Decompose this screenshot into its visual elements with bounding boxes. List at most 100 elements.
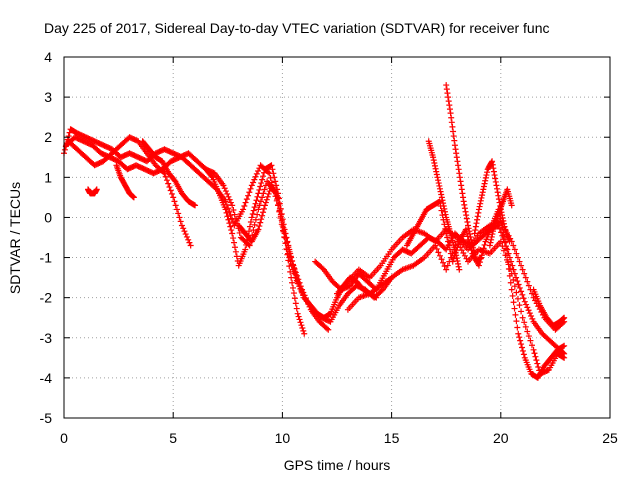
data-point [444, 90, 451, 97]
data-point [513, 289, 520, 296]
data-point [482, 174, 489, 181]
data-point [269, 166, 276, 173]
data-point [220, 182, 227, 189]
data-point [256, 186, 263, 193]
data-point [183, 233, 190, 240]
series-trace-8 [235, 182, 308, 337]
data-point [175, 210, 182, 217]
data-point [283, 245, 290, 252]
data-point [295, 313, 302, 320]
axis-ticks: 0 5 10 15 20 25 -5 -4 -3 -2 -1 0 1 2 3 4 [40, 49, 618, 446]
data-point [230, 206, 237, 213]
data-point [468, 236, 475, 243]
data-point [242, 246, 249, 253]
data-point [250, 207, 257, 214]
data-point [509, 262, 516, 269]
x-tick-label: 10 [275, 430, 291, 446]
data-point [282, 240, 289, 247]
data-point [458, 182, 465, 189]
data-point [514, 254, 521, 261]
data-point [276, 205, 283, 212]
data-point [278, 217, 285, 224]
series-trace-5 [113, 162, 137, 201]
data-point [255, 190, 262, 197]
data-point [173, 206, 180, 213]
data-point [433, 168, 440, 175]
data-point [453, 255, 460, 262]
data-point [301, 330, 308, 337]
data-point [443, 86, 450, 93]
data-point [479, 189, 486, 196]
data-point [514, 278, 521, 285]
data-point [521, 270, 528, 277]
data-point [275, 200, 282, 207]
data-point [264, 193, 271, 200]
data-point [231, 211, 238, 218]
data-point [501, 223, 508, 230]
data-point [527, 337, 534, 344]
data-point [448, 114, 455, 121]
data-point [432, 242, 439, 249]
data-point [280, 228, 287, 235]
data-point [490, 228, 496, 235]
data-point [256, 223, 263, 230]
data-point [228, 227, 235, 234]
data-point [445, 94, 452, 101]
data-point [260, 173, 267, 180]
data-point [466, 228, 473, 235]
data-point [181, 228, 188, 235]
data-point [292, 271, 299, 278]
data-point [444, 262, 451, 269]
data-point [456, 174, 463, 181]
data-point [249, 211, 256, 218]
data-point [533, 357, 540, 364]
data-point [287, 250, 294, 257]
data-point [499, 243, 506, 250]
data-point [473, 220, 480, 227]
data-point [451, 246, 458, 253]
data-point [503, 245, 510, 252]
data-point [292, 300, 299, 307]
data-point [511, 305, 518, 312]
data-point [529, 342, 535, 349]
data-point [493, 182, 500, 189]
data-point [229, 230, 236, 237]
data-point [450, 128, 457, 135]
data-point [452, 146, 459, 153]
data-point [519, 266, 526, 273]
data-point [520, 351, 527, 358]
data-point [500, 220, 507, 227]
data-point [489, 161, 496, 168]
data-point [443, 82, 450, 89]
data-point [290, 264, 297, 271]
data-point [530, 346, 537, 353]
data-point [162, 173, 169, 180]
data-point [279, 223, 286, 230]
data-point [488, 236, 495, 243]
data-point [467, 233, 474, 240]
data-point [233, 253, 240, 260]
data-point [246, 223, 253, 230]
data-point [248, 182, 255, 189]
data-point [243, 196, 250, 203]
data-point [182, 231, 189, 238]
data-point [208, 173, 215, 180]
data-point [465, 225, 472, 232]
data-point [245, 192, 252, 199]
data-point [223, 209, 230, 216]
data-point [561, 354, 568, 361]
data-point [438, 191, 445, 198]
data-point [293, 275, 300, 282]
data-point [532, 353, 539, 360]
data-point [479, 248, 486, 255]
data-point [507, 279, 514, 286]
data-point [534, 360, 541, 367]
series-trace-4 [85, 186, 100, 197]
data-point [480, 186, 487, 193]
data-point [246, 189, 253, 196]
data-point [456, 266, 463, 273]
data-point [455, 162, 462, 169]
data-point [298, 322, 305, 329]
data-point [93, 186, 100, 193]
data-point [445, 238, 452, 245]
